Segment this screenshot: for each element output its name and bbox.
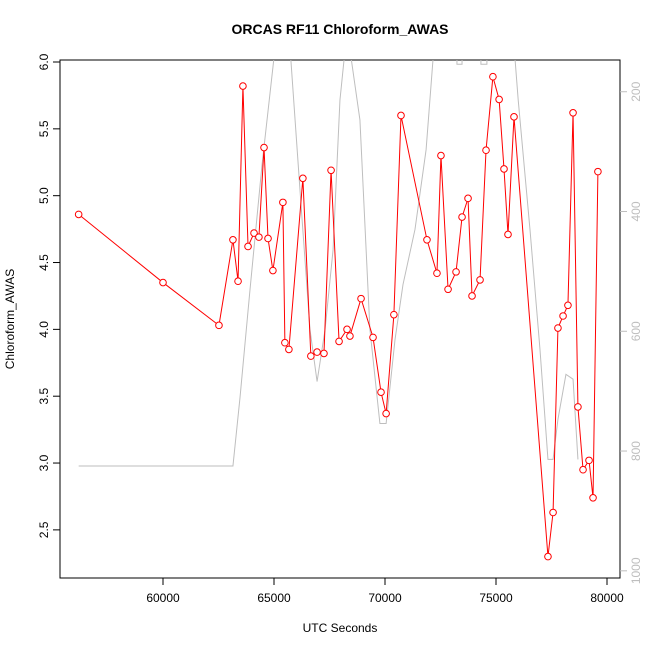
data-point: [255, 233, 263, 241]
data-point: [269, 266, 277, 275]
chart-title: ORCAS RF11 Chloroform_AWAS: [231, 21, 448, 37]
data-point: [239, 82, 247, 90]
y-tick-label: 4.0: [37, 321, 51, 338]
data-point: [444, 285, 452, 294]
y2-tick-label: 800: [629, 441, 643, 461]
data-point: [369, 333, 377, 342]
data-point: [585, 456, 593, 465]
data-point: [343, 325, 351, 334]
y-tick-label: 4.5: [37, 254, 51, 271]
y2-tick-label: 600: [629, 321, 643, 341]
series-line: [78, 60, 579, 467]
y-tick-label: 2.5: [37, 521, 51, 538]
y2-tick-label: 1000: [629, 557, 643, 584]
x-tick-label: 80000: [590, 591, 624, 605]
data-point: [504, 230, 512, 239]
data-point: [495, 95, 503, 104]
data-point: [476, 276, 484, 284]
x-tick-label: 60000: [146, 591, 180, 605]
y-tick-label: 5.0: [37, 187, 51, 204]
data-point: [327, 166, 335, 175]
data-point: [299, 174, 307, 183]
data-point: [482, 146, 490, 155]
data-point: [544, 552, 552, 561]
y-tick-label: 6.0: [37, 53, 51, 70]
data-point: [320, 349, 328, 358]
data-point: [559, 312, 567, 320]
data-point: [574, 403, 582, 411]
data-point: [489, 72, 497, 81]
data-point: [346, 332, 354, 340]
data-point: [549, 508, 557, 517]
data-point: [234, 277, 242, 286]
data-point: [260, 143, 268, 152]
data-point: [397, 111, 405, 120]
data-point: [74, 210, 83, 219]
y2-tick-label: 400: [629, 201, 643, 221]
x-tick-label: 65000: [257, 591, 291, 605]
x-axis-label: UTC Seconds: [303, 621, 378, 635]
data-point: [554, 324, 562, 332]
data-point: [357, 294, 365, 303]
series-line: [78, 76, 599, 557]
data-point: [500, 165, 508, 173]
data-point: [433, 269, 441, 278]
data-point: [244, 242, 252, 251]
data-point: [564, 301, 572, 310]
data-point: [159, 278, 167, 287]
data-point: [464, 194, 472, 203]
data-point: [215, 321, 223, 330]
data-point: [313, 348, 321, 356]
data-point: [390, 310, 398, 319]
data-point: [458, 213, 466, 221]
y-tick-label: 3.5: [37, 388, 51, 405]
data-point: [281, 338, 289, 347]
data-point: [279, 198, 287, 207]
data-point: [594, 167, 602, 176]
x-tick-label: 75000: [479, 591, 513, 605]
data-point: [250, 229, 258, 237]
x-tick-label: 70000: [368, 591, 402, 605]
data-point: [510, 113, 518, 121]
y2-tick-label: 200: [629, 81, 643, 101]
y-tick-label: 3.0: [37, 454, 51, 471]
data-point: [307, 352, 315, 360]
y-axis-label: Chloroform_AWAS: [3, 269, 17, 369]
data-point: [382, 409, 390, 418]
data-point: [264, 234, 272, 243]
data-point: [285, 345, 293, 354]
plot-frame: [59, 59, 621, 579]
y-tick-label: 5.5: [37, 120, 51, 137]
data-point: [377, 388, 385, 396]
data-point: [423, 235, 431, 244]
data-point: [452, 268, 460, 276]
data-point: [468, 292, 476, 300]
data-point: [569, 109, 577, 117]
data-point: [335, 337, 343, 346]
data-point: [589, 493, 597, 502]
data-point: [579, 465, 587, 474]
data-point: [229, 235, 237, 244]
data-point: [437, 151, 445, 160]
